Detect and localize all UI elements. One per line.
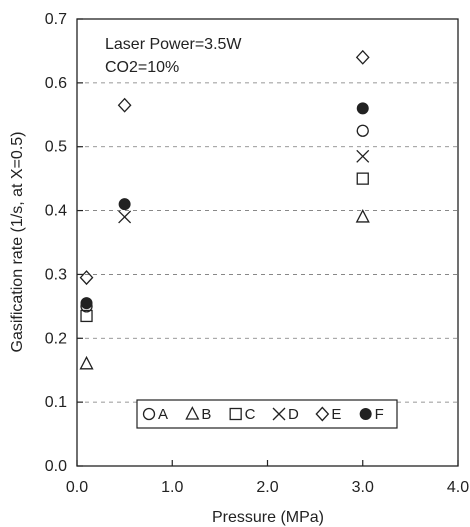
x-tick-label: 1.0 <box>161 479 183 496</box>
legend-marker-F <box>359 408 372 420</box>
legend-marker-D <box>272 407 286 421</box>
x-tick-label: 2.0 <box>256 479 278 496</box>
legend-box <box>136 399 398 429</box>
data-point-A <box>356 124 369 137</box>
data-point-B <box>79 355 94 370</box>
legend-label-D: D <box>288 406 299 423</box>
data-point-F <box>356 102 369 115</box>
data-point-E <box>117 97 132 113</box>
data-point-B <box>355 209 370 223</box>
y-tick-label: 0.3 <box>45 266 67 283</box>
data-markers <box>79 49 370 370</box>
y-tick-label: 0.7 <box>45 11 67 28</box>
axis-ticks: 0.0 0.1 0.2 0.3 0.4 0.5 0.6 0.7 0.0 1.0 2.0 3.0 4.0 <box>45 11 469 496</box>
legend-marker-E <box>315 406 330 422</box>
x-tick-label: 3.0 <box>352 479 374 496</box>
legend: A B C D E F <box>136 399 398 429</box>
data-point-E <box>355 49 370 65</box>
y-tick-label: 0.5 <box>45 139 67 156</box>
annotation-laser-power: Laser Power=3.5W <box>105 36 242 53</box>
y-tick-label: 0.4 <box>45 203 67 220</box>
data-point-E <box>79 270 94 286</box>
data-point-F <box>118 198 131 211</box>
data-point-D <box>118 210 132 224</box>
data-point-F <box>80 297 93 310</box>
x-tick-label: 4.0 <box>447 479 469 496</box>
legend-label-E: E <box>331 406 341 423</box>
plot-frame <box>76 18 459 467</box>
legend-marker-B <box>185 406 200 420</box>
y-tick-label: 0.6 <box>45 75 67 92</box>
legend-marker-C <box>229 407 242 421</box>
legend-label-F: F <box>375 406 384 423</box>
data-point-D <box>356 149 370 163</box>
grid-lines <box>77 82 458 403</box>
y-tick-label: 0.2 <box>45 330 67 347</box>
y-tick-label: 0.0 <box>45 458 67 475</box>
y-tick-label: 0.1 <box>45 394 67 411</box>
legend-label-C: C <box>245 406 256 423</box>
data-point-C <box>80 309 93 323</box>
data-point-C <box>356 172 369 185</box>
legend-marker-A <box>142 407 156 421</box>
x-axis-title: Pressure (MPa) <box>212 509 324 526</box>
y-axis-title: Gasification rate (1/s, at X=0.5) <box>9 132 26 353</box>
annotation-co2: CO2=10% <box>105 59 179 76</box>
legend-label-A: A <box>158 406 168 423</box>
x-tick-label: 0.0 <box>66 479 88 496</box>
legend-label-B: B <box>201 406 211 423</box>
